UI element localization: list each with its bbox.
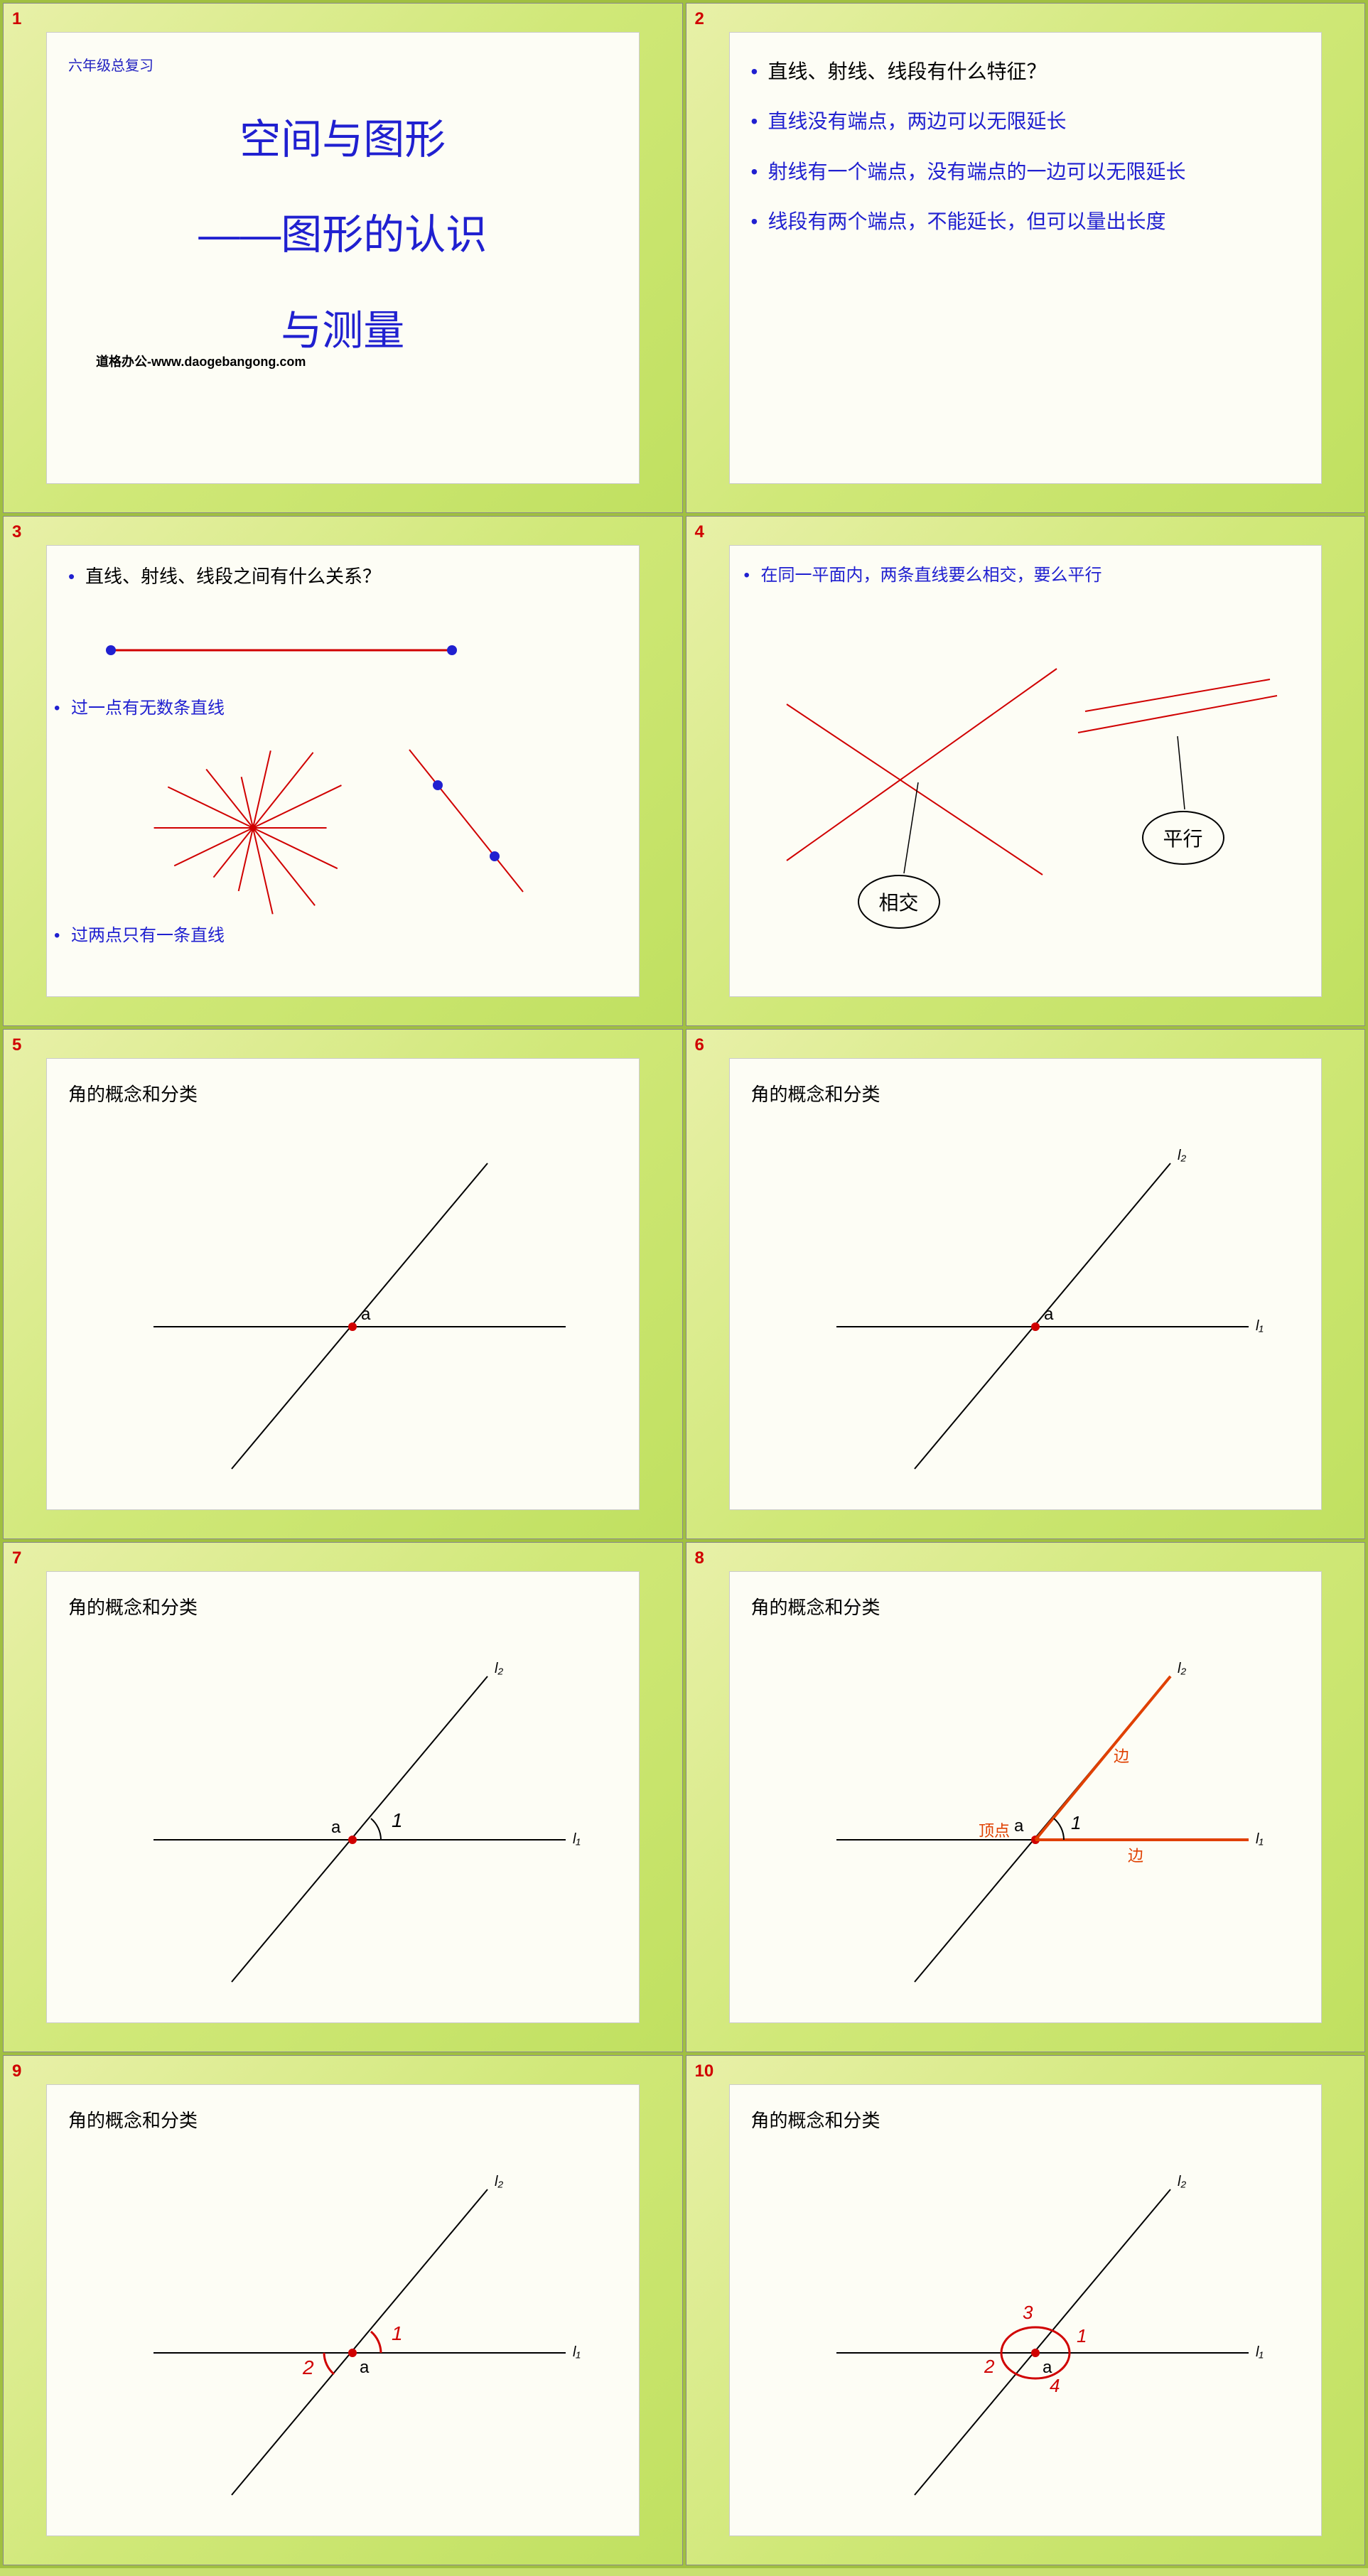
main-title-line2: ——图形的认识 <box>68 198 618 272</box>
slide-content: 角的概念和分类 l₂ l₁ a <box>729 1058 1323 1510</box>
svg-text:边: 边 <box>1128 1847 1143 1865</box>
slide-number: 4 <box>695 522 704 542</box>
slide-number: 3 <box>12 522 21 542</box>
slide-1: 1 六年级总复习 空间与图形 ——图形的认识 与测量 道格办公-www.daog… <box>3 3 683 513</box>
subtitle: 六年级总复习 <box>68 54 618 75</box>
svg-text:l₁: l₁ <box>1256 1831 1264 1847</box>
svg-text:l₁: l₁ <box>573 1831 581 1847</box>
slide-number: 10 <box>695 2062 714 2081</box>
svg-text:1: 1 <box>1077 2325 1087 2346</box>
slide-9: 9 角的概念和分类 l₂ l₁ a 1 2 <box>3 2055 683 2565</box>
main-title-line1: 空间与图形 <box>68 103 618 177</box>
question-text: 直线、射线、线段有什么特征？ <box>751 54 1300 90</box>
slide-3: 3 直线、射线、线段之间有什么关系？ 过一点有无数条直线 过两点只有一条直线 <box>3 516 683 1026</box>
slide-5: 5 角的概念和分类 a <box>3 1029 683 1539</box>
svg-text:3: 3 <box>1023 2302 1033 2323</box>
svg-text:l₁: l₁ <box>1256 1318 1264 1334</box>
slide-title: 角的概念和分类 <box>68 2106 618 2133</box>
slide-2: 2 直线、射线、线段有什么特征？ 直线没有端点，两边可以无限延长 射线有一个端点… <box>686 3 1366 513</box>
svg-text:l₂: l₂ <box>495 1661 503 1676</box>
slide-content: 角的概念和分类 a <box>46 1058 640 1510</box>
angle-diagram: l₂ l₁ a 1 2 <box>68 2140 637 2531</box>
svg-text:2: 2 <box>302 2356 314 2378</box>
slide-content: 直线、射线、线段之间有什么关系？ 过一点有无数条直线 过两点只有一条直线 <box>46 545 640 997</box>
label-parallel: 平行 <box>1142 811 1224 865</box>
slide-number: 2 <box>695 9 704 29</box>
slide-content: 六年级总复习 空间与图形 ——图形的认识 与测量 <box>46 32 640 484</box>
diagram-area: l₂ l₁ a 1 2 3 4 <box>751 2140 1300 2531</box>
slide-content: 直线、射线、线段有什么特征？ 直线没有端点，两边可以无限延长 射线有一个端点，没… <box>729 32 1323 484</box>
svg-text:a: a <box>360 2358 370 2377</box>
slide-title: 角的概念和分类 <box>68 1080 618 1106</box>
diagram-area: l₂l₁a1边边顶点 <box>751 1627 1300 2017</box>
slide-title: 角的概念和分类 <box>751 2106 1300 2133</box>
label-intersect: 相交 <box>858 875 940 929</box>
slide-content: 角的概念和分类 l₂ l₁ a 1 2 3 4 <box>729 2084 1323 2536</box>
bullet-1: 直线没有端点，两边可以无限延长 <box>751 104 1300 139</box>
svg-text:边: 边 <box>1114 1747 1129 1765</box>
diagram-area: 过一点有无数条直线 过两点只有一条直线 <box>54 608 632 998</box>
bullet-2: 过两点只有一条直线 <box>54 920 225 951</box>
angle-diagram: a <box>68 1114 637 1504</box>
diagram-area: l₂ l₁ a 1 <box>68 1627 618 2017</box>
angle-diagram: l₂l₁a1边边顶点 <box>751 1627 1320 2017</box>
slide-content: 角的概念和分类 l₂ l₁ a 1 2 <box>46 2084 640 2536</box>
slide-6: 6 角的概念和分类 l₂ l₁ a <box>686 1029 1366 1539</box>
slide-number: 9 <box>12 2062 21 2081</box>
svg-text:l₂: l₂ <box>1178 2174 1186 2189</box>
svg-text:1: 1 <box>392 1809 403 1831</box>
slide-10: 10 角的概念和分类 l₂ l₁ a 1 2 3 4 <box>686 2055 1366 2565</box>
svg-text:a: a <box>1044 1305 1054 1324</box>
slide-number: 6 <box>695 1035 704 1055</box>
diagram-area: l₂ l₁ a <box>751 1114 1300 1504</box>
slide-number: 7 <box>12 1548 21 1568</box>
svg-text:顶点: 顶点 <box>979 1822 1010 1840</box>
diagram-area: 相交 平行 <box>744 605 1308 996</box>
slide-8: 8 角的概念和分类 l₂l₁a1边边顶点 <box>686 1542 1366 2052</box>
bullet-2: 射线有一个端点，没有端点的一边可以无限延长 <box>751 154 1300 190</box>
slide-number: 1 <box>12 9 21 29</box>
bullet-3: 线段有两个端点，不能延长，但可以量出长度 <box>751 204 1300 239</box>
svg-text:1: 1 <box>392 2322 403 2344</box>
angle-diagram: l₂ l₁ a 1 <box>68 1627 637 2017</box>
angle-diagram: l₂ l₁ a 1 2 3 4 <box>751 2140 1320 2531</box>
svg-text:1: 1 <box>1071 1812 1081 1833</box>
slide-content: 在同一平面内，两条直线要么相交，要么平行 相交 平行 <box>729 545 1323 997</box>
svg-text:l₁: l₁ <box>1256 2344 1264 2360</box>
diagram-area: a <box>68 1114 618 1504</box>
slide-title: 角的概念和分类 <box>68 1593 618 1620</box>
svg-text:a: a <box>1043 2358 1052 2377</box>
slide-content: 角的概念和分类 l₂l₁a1边边顶点 <box>729 1571 1323 2023</box>
svg-text:a: a <box>1014 1816 1024 1836</box>
svg-text:a: a <box>361 1305 371 1324</box>
bullet-1: 在同一平面内，两条直线要么相交，要么平行 <box>744 560 1308 591</box>
slide-4: 4 在同一平面内，两条直线要么相交，要么平行 相交 平行 <box>686 516 1366 1026</box>
svg-text:a: a <box>331 1818 341 1837</box>
diagram-area: l₂ l₁ a 1 2 <box>68 2140 618 2531</box>
question-text: 直线、射线、线段之间有什么关系？ <box>68 560 632 593</box>
svg-text:l₁: l₁ <box>573 2344 581 2360</box>
slide-number: 5 <box>12 1035 21 1055</box>
bullet-1: 过一点有无数条直线 <box>54 693 225 723</box>
slide-7: 7 角的概念和分类 l₂ l₁ a 1 <box>3 1542 683 2052</box>
angle-diagram: l₂ l₁ a <box>751 1114 1320 1504</box>
slide-number: 8 <box>695 1548 704 1568</box>
slide-grid: 1 六年级总复习 空间与图形 ——图形的认识 与测量 道格办公-www.daog… <box>0 0 1368 2568</box>
svg-text:l₂: l₂ <box>1178 1148 1186 1163</box>
watermark-text: 道格办公-www.daogebangong.com <box>96 352 306 370</box>
svg-text:2: 2 <box>984 2356 995 2377</box>
svg-text:l₂: l₂ <box>1178 1661 1186 1676</box>
svg-text:l₂: l₂ <box>495 2174 503 2189</box>
svg-text:4: 4 <box>1050 2375 1060 2396</box>
slide-content: 角的概念和分类 l₂ l₁ a 1 <box>46 1571 640 2023</box>
slide-title: 角的概念和分类 <box>751 1080 1300 1106</box>
lines-svg <box>744 605 1313 960</box>
slide-title: 角的概念和分类 <box>751 1593 1300 1620</box>
